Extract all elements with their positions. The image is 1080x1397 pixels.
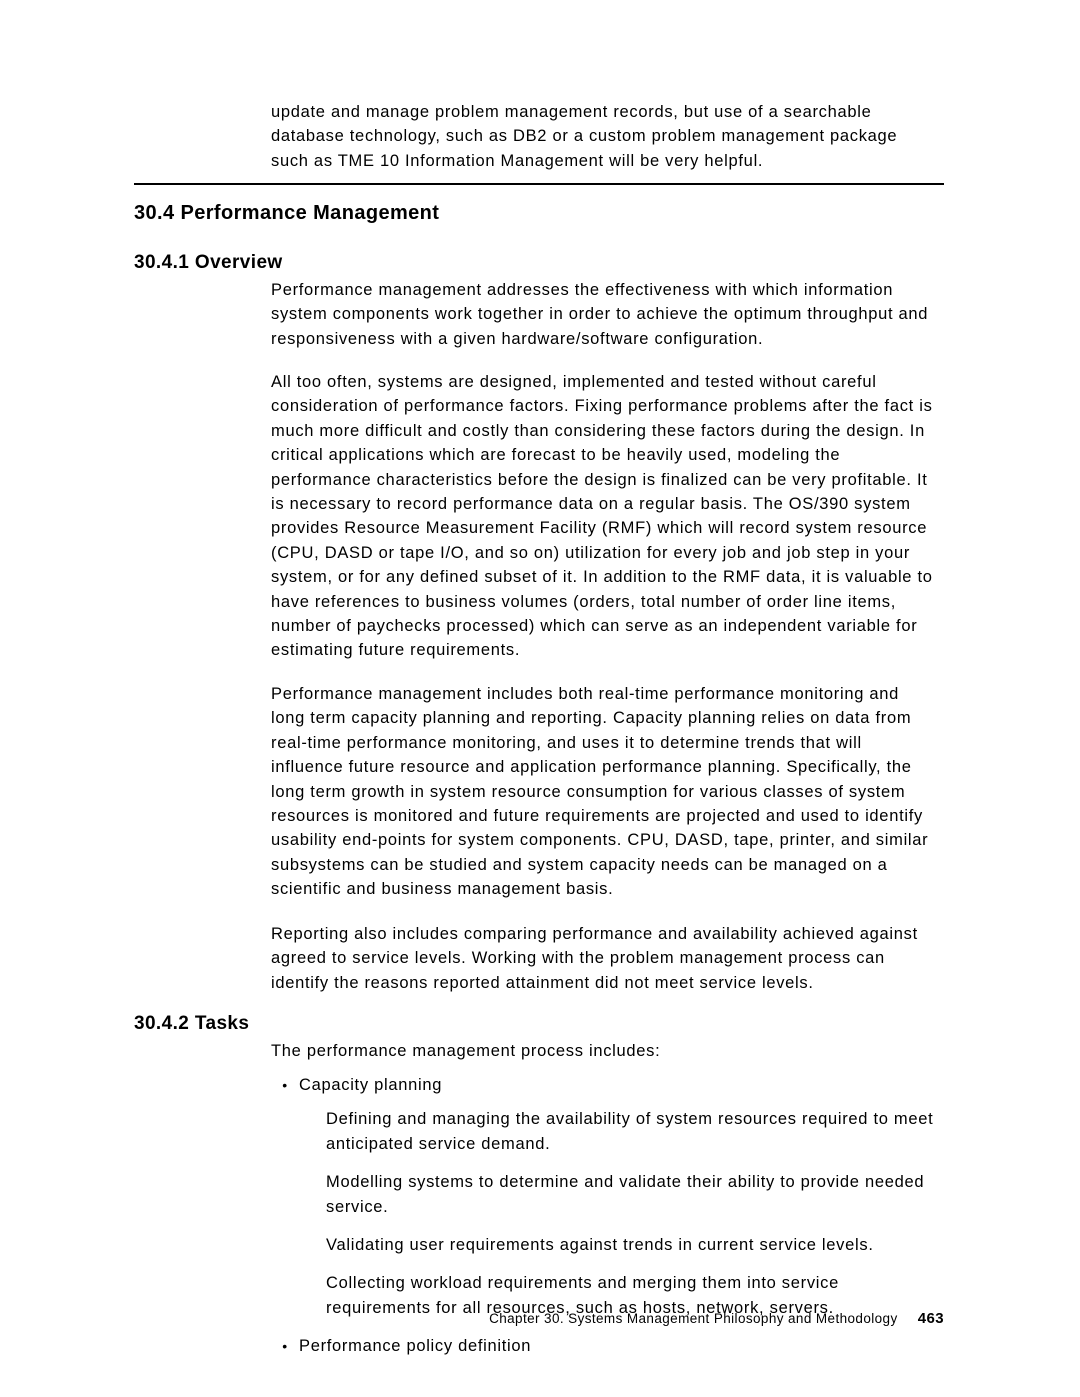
subsection-heading-tasks: 30.4.2 Tasks (134, 1013, 249, 1035)
capacity-planning-subitems: Defining and managing the availability o… (326, 1107, 936, 1320)
section-heading: 30.4 Performance Management (134, 202, 439, 225)
page: update and manage problem management rec… (0, 0, 1080, 1397)
subitem-1: Defining and managing the availability o… (326, 1107, 936, 1156)
bullet-capacity-planning: • Capacity planning (271, 1073, 936, 1097)
bullet-label: Capacity planning (299, 1073, 936, 1097)
overview-para-2: All too often, systems are designed, imp… (271, 370, 936, 663)
footer-text: Chapter 30. Systems Management Philosoph… (489, 1311, 898, 1326)
subitem-2: Modelling systems to determine and valid… (326, 1170, 936, 1219)
bullet-label: Performance policy definition (299, 1334, 936, 1358)
tasks-intro: The performance management process inclu… (271, 1039, 936, 1063)
page-footer: Chapter 30. Systems Management Philosoph… (489, 1310, 944, 1327)
section-rule (134, 183, 944, 185)
bullet-dot-icon: • (271, 1334, 299, 1358)
overview-para-1: Performance management addresses the eff… (271, 278, 936, 351)
overview-para-4: Reporting also includes comparing perfor… (271, 922, 936, 995)
intro-paragraph: update and manage problem management rec… (271, 100, 936, 173)
bullet-dot-icon: • (271, 1073, 299, 1097)
bullet-performance-policy: • Performance policy definition (271, 1334, 936, 1358)
overview-para-3: Performance management includes both rea… (271, 682, 936, 902)
footer-page-number: 463 (918, 1310, 944, 1327)
subsection-heading-overview: 30.4.1 Overview (134, 252, 283, 274)
subitem-3: Validating user requirements against tre… (326, 1233, 936, 1257)
